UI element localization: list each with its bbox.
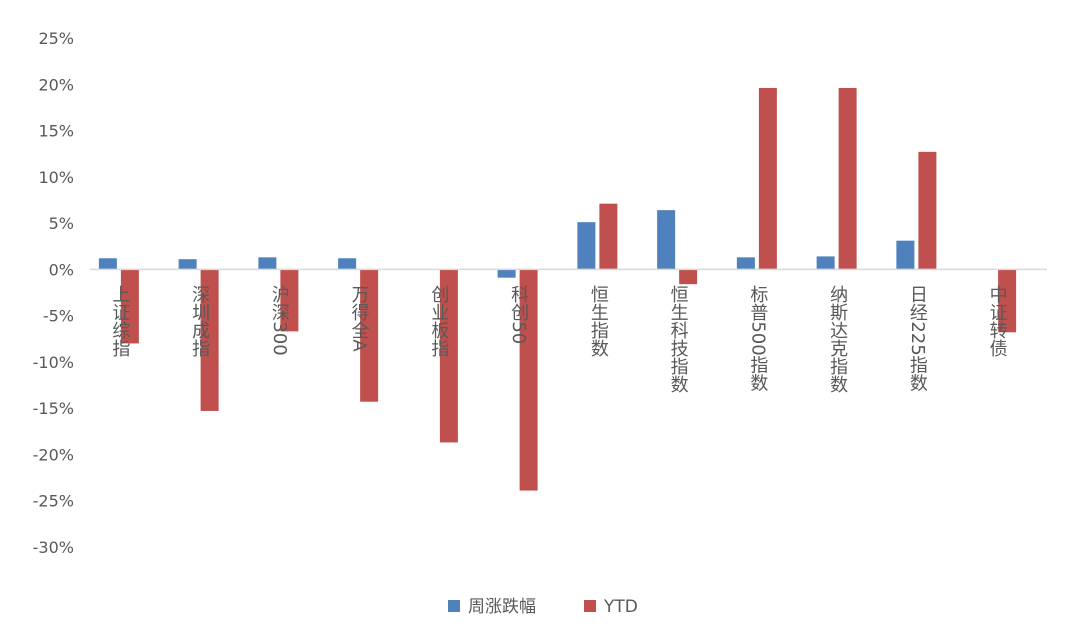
y-tick-label: -5% bbox=[43, 307, 74, 326]
bar-ytd bbox=[838, 87, 857, 270]
legend-label: 周涨跌幅 bbox=[468, 597, 536, 617]
category-label: 纳斯达克指数 bbox=[827, 285, 848, 393]
bar-weekly bbox=[896, 240, 915, 270]
y-tick-label: 15% bbox=[38, 122, 74, 141]
bar-ytd bbox=[679, 269, 698, 285]
y-tick-label: -25% bbox=[33, 492, 74, 511]
y-tick-label: -10% bbox=[33, 353, 74, 372]
legend-swatch bbox=[584, 600, 596, 612]
category-label: 沪深300 bbox=[269, 285, 290, 356]
bar-ytd bbox=[519, 269, 538, 491]
bar-ytd bbox=[360, 269, 379, 402]
bar-weekly bbox=[497, 269, 516, 278]
category-label: 深圳成指 bbox=[189, 285, 210, 358]
bar-ytd bbox=[200, 269, 219, 411]
bar-ytd bbox=[758, 87, 777, 270]
category-label: 科创50 bbox=[508, 285, 529, 344]
bar-ytd bbox=[439, 269, 458, 443]
bar-ytd bbox=[280, 269, 299, 332]
legend-label: YTD bbox=[603, 597, 638, 617]
y-tick-label: -15% bbox=[33, 399, 74, 418]
bar-ytd bbox=[120, 269, 139, 344]
category-labels: 上证综指 深圳成指 沪深300 万得全A 创业板指 科创50 恒生指数 恒生科技指数 标普500… bbox=[109, 285, 1007, 393]
bar-weekly bbox=[577, 222, 596, 270]
y-tick-label: 25% bbox=[38, 29, 74, 48]
category-label: 恒生科技指数 bbox=[668, 285, 689, 393]
y-tick-label: 0% bbox=[49, 260, 74, 279]
y-tick-label: -30% bbox=[33, 538, 74, 557]
category-label: 恒生指数 bbox=[588, 285, 609, 357]
y-axis: 25% 20% 15% 10% 5% 0% -5% -10% -15% -20% -25% -30% bbox=[33, 29, 74, 557]
bar-weekly bbox=[258, 257, 277, 270]
bar-ytd bbox=[599, 203, 618, 270]
category-label: 中证转债 bbox=[987, 285, 1008, 357]
bar-weekly bbox=[657, 210, 676, 270]
category-label: 标普500指数 bbox=[747, 285, 768, 392]
category-label: 日经225指数 bbox=[907, 285, 928, 391]
bars bbox=[98, 87, 1017, 491]
category-label: 创业板指 bbox=[428, 285, 449, 358]
bar-weekly bbox=[98, 258, 117, 270]
bar-ytd bbox=[998, 269, 1017, 333]
legend: 周涨跌幅 YTD bbox=[448, 597, 638, 617]
y-tick-label: 5% bbox=[49, 214, 74, 233]
category-label: 上证综指 bbox=[109, 285, 130, 358]
bar-weekly bbox=[338, 258, 357, 270]
bar-weekly bbox=[736, 257, 755, 270]
y-tick-label: 10% bbox=[38, 168, 74, 187]
category-label: 万得全A bbox=[349, 285, 370, 352]
bar-weekly bbox=[178, 259, 197, 270]
legend-swatch bbox=[448, 600, 460, 612]
bar-ytd bbox=[918, 151, 937, 270]
y-tick-label: -20% bbox=[33, 445, 74, 464]
y-tick-label: 20% bbox=[38, 75, 74, 94]
bar-weekly bbox=[816, 256, 835, 270]
